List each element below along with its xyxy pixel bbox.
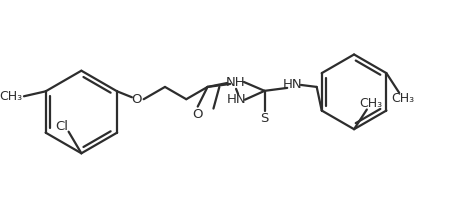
Text: O: O [131, 93, 142, 106]
Text: CH₃: CH₃ [359, 97, 381, 110]
Text: CH₃: CH₃ [0, 90, 23, 103]
Text: O: O [192, 108, 202, 121]
Text: HN: HN [282, 78, 301, 91]
Text: S: S [260, 112, 268, 125]
Text: CH₃: CH₃ [391, 92, 414, 105]
Text: HN: HN [227, 93, 246, 106]
Text: NH: NH [225, 76, 244, 89]
Text: Cl: Cl [55, 120, 68, 133]
